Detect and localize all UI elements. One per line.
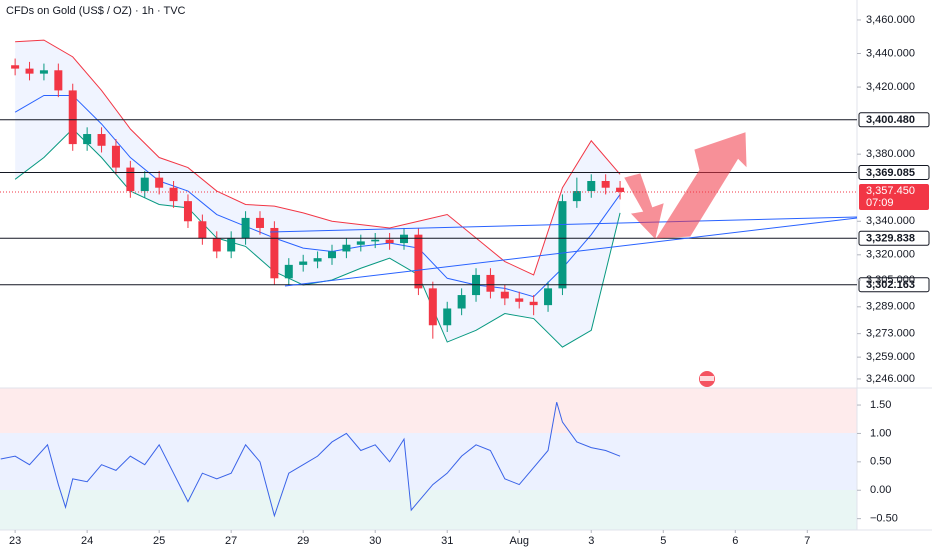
candle-body xyxy=(327,251,336,259)
candle-body xyxy=(572,191,581,202)
candle-body xyxy=(140,177,149,192)
candle-body xyxy=(371,239,380,242)
bollinger-bands xyxy=(14,39,621,348)
candle-body xyxy=(299,261,308,265)
oversold-zone xyxy=(0,490,857,530)
y-tick-label: 3,440.000 xyxy=(866,47,915,59)
y-tick-label: 3,246.000 xyxy=(866,373,915,385)
chart-title: CFDs on Gold (US$ / OZ) · 1h · TVC xyxy=(6,5,186,17)
candle-body xyxy=(558,201,567,289)
x-tick-label: 6 xyxy=(732,535,738,547)
oscillator xyxy=(0,402,621,518)
neutral-zone xyxy=(0,433,857,490)
candle-body xyxy=(126,167,135,192)
header-bg xyxy=(0,2,218,20)
candle-body xyxy=(529,301,538,306)
y-tick-label: −0.50 xyxy=(870,513,898,525)
trend-line xyxy=(269,216,858,233)
x-tick-label: 24 xyxy=(81,535,93,547)
x-tick-label: Aug xyxy=(509,535,529,547)
oscillator-line xyxy=(0,402,621,518)
band-fill xyxy=(15,40,621,348)
candle-body xyxy=(25,68,34,74)
candle-body xyxy=(227,238,236,252)
candle-body xyxy=(11,65,20,69)
y-tick-label: 3,289.000 xyxy=(866,301,915,313)
candle-body xyxy=(515,298,524,302)
last-price-badge xyxy=(859,183,929,210)
level-badge xyxy=(858,230,930,246)
candle-body xyxy=(544,288,553,306)
x-tick-label: 7 xyxy=(804,535,810,547)
candle-body xyxy=(255,217,264,228)
candle-body xyxy=(486,274,495,292)
y-tick-label: 1.50 xyxy=(870,399,891,411)
x-tick-label: 29 xyxy=(297,535,309,547)
y-tick-label: 3,420.000 xyxy=(866,81,915,93)
arrow-up xyxy=(656,132,747,239)
candle-body xyxy=(457,295,466,309)
candle-body xyxy=(241,217,250,239)
level-badge xyxy=(858,164,930,180)
candle-body xyxy=(212,238,221,252)
candles xyxy=(11,58,625,339)
x-tick-label: 5 xyxy=(660,535,666,547)
y-tick-label: 3,340.000 xyxy=(866,215,915,227)
candle-body xyxy=(385,239,394,244)
candle-body xyxy=(587,180,596,192)
last-price-label: 3,357.450 xyxy=(866,185,915,197)
candle-body xyxy=(400,234,409,244)
candle-body xyxy=(111,145,120,168)
x-tick-label: 30 xyxy=(369,535,381,547)
level-label: 3,302.163 xyxy=(866,279,915,291)
level-label: 3,369.085 xyxy=(866,167,915,179)
overbought-zone xyxy=(0,388,857,433)
x-tick-label: 23 xyxy=(9,535,21,547)
candle-body xyxy=(443,308,452,326)
candle-body xyxy=(169,187,178,202)
y-tick-label: 3,273.000 xyxy=(866,328,915,340)
y-tick-label: 0.50 xyxy=(870,456,891,468)
candle-body xyxy=(183,201,192,222)
y-tick-label: 3,259.000 xyxy=(866,351,915,363)
candle-body xyxy=(155,177,164,188)
y-tick-label: 1.00 xyxy=(870,427,891,439)
y-tick-label: 3,380.000 xyxy=(866,148,915,160)
level-badge xyxy=(858,277,930,293)
trend-line xyxy=(284,217,858,287)
candle-body xyxy=(39,70,48,74)
y-tick-label: 3,460.000 xyxy=(866,14,915,26)
band-line xyxy=(15,39,621,276)
x-tick-label: 31 xyxy=(441,535,453,547)
arrow-down xyxy=(624,173,664,240)
x-tick-label: 25 xyxy=(153,535,165,547)
candle-body xyxy=(616,187,625,192)
y-tick-label: 0.00 xyxy=(870,484,891,496)
candle-body xyxy=(414,234,423,289)
y-tick-label: 3,305.000 xyxy=(866,274,915,286)
level-label: 3,329.838 xyxy=(866,233,915,245)
event-icon-band xyxy=(700,376,714,381)
candle-body xyxy=(601,180,610,188)
candle-body xyxy=(500,291,509,299)
candle-body xyxy=(198,221,207,239)
candle-body xyxy=(284,264,293,279)
countdown-label: 07:09 xyxy=(866,197,894,209)
candle-body xyxy=(270,227,279,279)
candle-body xyxy=(97,134,106,146)
y-tick-label: 3,320.000 xyxy=(866,249,915,261)
candle-body xyxy=(428,288,437,326)
candle-body xyxy=(54,70,63,91)
x-tick-label: 27 xyxy=(225,535,237,547)
level-label: 3,400.480 xyxy=(866,114,915,126)
x-tick-label: 3 xyxy=(588,535,594,547)
axes: 3,460.000 3,440.000 3,420.000 3,380.000 3,34… xyxy=(9,14,915,547)
candle-body xyxy=(342,244,351,252)
candle-body xyxy=(356,241,365,245)
candle-body xyxy=(68,90,77,145)
level-badge xyxy=(858,112,930,128)
candle-body xyxy=(83,134,92,145)
candle-body xyxy=(313,258,322,262)
